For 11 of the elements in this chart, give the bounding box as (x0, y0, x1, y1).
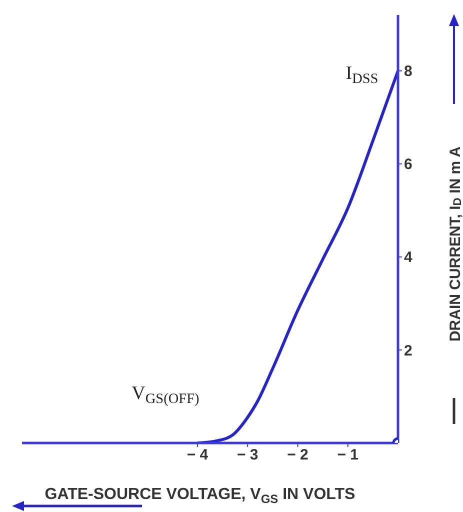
x-tick-label: − 3 (236, 446, 258, 464)
annotation: I$_{DSS}$ (346, 62, 378, 88)
y-tick-label: 4 (404, 249, 413, 266)
annotation: V$_{GS(OFF)}$ (132, 383, 200, 408)
x-tick-label: − 1 (337, 446, 359, 464)
x-axis-title: GATE-SOURCE VOLTAGE, V$_{GS}$ IN VOLTS (44, 486, 356, 506)
y-tick-label: 8 (404, 63, 412, 80)
x-tick-label: − 2 (287, 446, 308, 464)
x-tick-label: − 4 (186, 446, 209, 464)
y-tick-label: 6 (404, 156, 412, 174)
y-tick-label: 2 (404, 342, 412, 360)
